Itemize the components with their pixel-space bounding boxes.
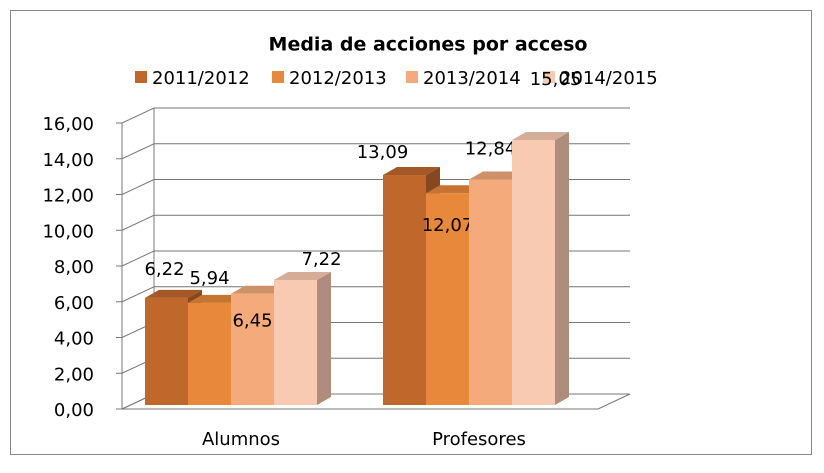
bar [274,271,331,405]
bar-front [274,279,317,405]
legend-swatch [135,71,147,83]
bar-front [188,302,231,405]
data-label: 6,45 [232,311,272,332]
y-tick-label: 4,00 [54,329,94,350]
data-label: 5,94 [189,268,229,289]
bar [512,131,569,405]
data-label: 6,22 [144,259,184,280]
y-tick-label: 0,00 [54,400,94,421]
y-tick-label: 12,00 [42,186,94,207]
legend-swatch [543,71,555,83]
bar-side [555,131,569,405]
bar-front [231,293,274,405]
bar-top [383,167,440,176]
data-label: 12,07 [422,215,474,236]
x-tick-label: Alumnos [202,429,280,450]
bar-top [231,285,288,294]
bar-front [145,297,188,405]
y-tick-label: 16,00 [42,114,94,135]
bar-top [469,171,526,180]
data-label: 15,05 [530,69,582,90]
bar-front [512,139,555,405]
data-label: 7,22 [301,249,341,270]
legend-swatch [406,71,418,83]
legend-label: 2014/2015 [560,68,658,89]
bar-front [469,179,512,405]
y-tick-label: 8,00 [54,257,94,278]
x-tick-label: Profesores [432,429,526,450]
legend-label: 2012/2013 [289,68,387,89]
bar-top [274,271,331,280]
bar-top [512,131,569,140]
bar-side [317,271,331,405]
y-tick-label: 14,00 [42,150,94,171]
bar-top [188,294,245,303]
bar-front [426,193,469,405]
chart-title: Media de acciones por acceso [269,34,588,56]
legend-swatch [272,71,284,83]
y-tick-label: 2,00 [54,364,94,385]
legend-label: 2011/2012 [152,68,250,89]
y-tick-label: 6,00 [54,293,94,314]
legend-label: 2013/2014 [423,68,521,89]
data-label: 12,84 [465,138,517,159]
y-tick-label: 10,00 [42,221,94,242]
bar-top [426,185,483,194]
bar-top [145,289,202,298]
data-label: 13,09 [357,142,409,163]
bar-front [383,175,426,405]
